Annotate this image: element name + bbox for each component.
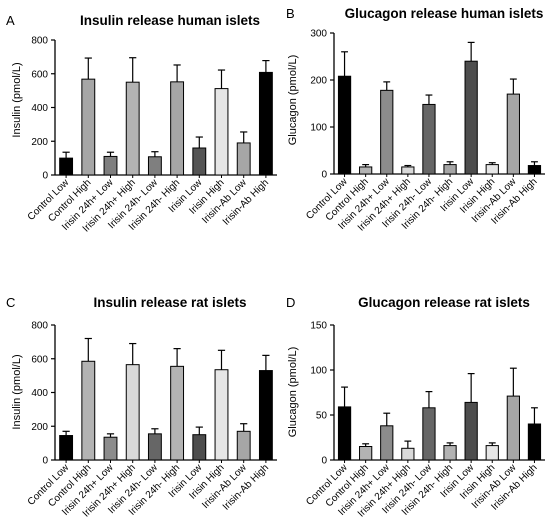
bar [170, 81, 185, 176]
bar [443, 164, 457, 175]
bar [359, 446, 373, 461]
y-axis-label: Glucagon (pmol/L) [287, 347, 299, 438]
y-tick-label: 150 [310, 321, 327, 332]
y-tick-label: 300 [310, 29, 327, 40]
bar [214, 369, 229, 461]
bar [337, 75, 352, 175]
panel-letter: C [6, 295, 15, 310]
y-tick-label: 200 [31, 422, 48, 433]
bar [380, 425, 394, 461]
bar [527, 423, 542, 461]
y-tick-label: 200 [31, 137, 48, 148]
bar [258, 370, 273, 461]
panel-c: C Insulin release rat islets Insulin (pmol… [6, 295, 277, 519]
y-tick-label: 100 [310, 123, 327, 134]
bar [192, 434, 207, 461]
bar [125, 364, 140, 461]
chart-title: Insulin release human islets [80, 13, 260, 28]
y-tick-label: 100 [310, 366, 327, 377]
bar [147, 433, 162, 461]
y-tick-label: 0 [42, 456, 48, 467]
panel-b: B Glucagon release human islets Glucagon (… [286, 6, 545, 233]
bar [485, 445, 499, 461]
y-tick-label: 400 [31, 103, 48, 114]
bar [527, 165, 542, 175]
bar [422, 407, 436, 461]
bar [485, 164, 499, 175]
y-axis-label: Insulin (pmol/L) [11, 62, 23, 137]
y-tick-label: 50 [316, 411, 328, 422]
panel-letter: B [286, 6, 295, 21]
y-tick-label: 800 [31, 321, 48, 332]
y-tick-label: 0 [321, 456, 327, 467]
bar [401, 447, 415, 461]
y-tick-label: 600 [31, 69, 48, 80]
bar [147, 156, 162, 176]
y-axis-label: Insulin (pmol/L) [11, 354, 23, 429]
bar [81, 78, 96, 176]
panel-letter: D [286, 295, 295, 310]
bar [59, 157, 74, 176]
y-tick-label: 600 [31, 354, 48, 365]
bar [170, 365, 185, 461]
chart-title: Insulin release rat islets [93, 295, 246, 310]
chart-title: Glucagon release human islets [345, 6, 544, 21]
bar [464, 401, 478, 461]
bar [192, 147, 207, 176]
bar [59, 435, 74, 461]
bar [401, 166, 415, 175]
bar [258, 71, 273, 176]
panel-d: D Glucagon release rat islets Glucagon (pm… [286, 295, 545, 519]
bar [103, 436, 118, 461]
bar [464, 60, 478, 175]
panel-a: A Insulin release human islets Insulin (pm… [6, 13, 277, 234]
y-tick-label: 200 [310, 76, 327, 87]
y-tick-label: 800 [31, 36, 48, 47]
bar [337, 406, 352, 461]
y-tick-label: 0 [321, 170, 327, 181]
bar [236, 142, 251, 176]
bar [103, 155, 118, 176]
y-tick-label: 0 [42, 171, 48, 182]
y-tick-label: 400 [31, 388, 48, 399]
bar [125, 81, 140, 176]
bar [81, 360, 96, 461]
bar [236, 430, 251, 461]
bar [380, 89, 394, 175]
chart-title: Glucagon release rat islets [358, 295, 530, 310]
bar [422, 103, 436, 175]
panel-letter: A [6, 13, 15, 28]
bar [443, 445, 457, 461]
bar [506, 93, 520, 175]
y-axis-label: Glucagon (pmol/L) [287, 55, 299, 146]
bar [359, 166, 373, 175]
bar [214, 88, 229, 176]
bar [506, 395, 520, 461]
